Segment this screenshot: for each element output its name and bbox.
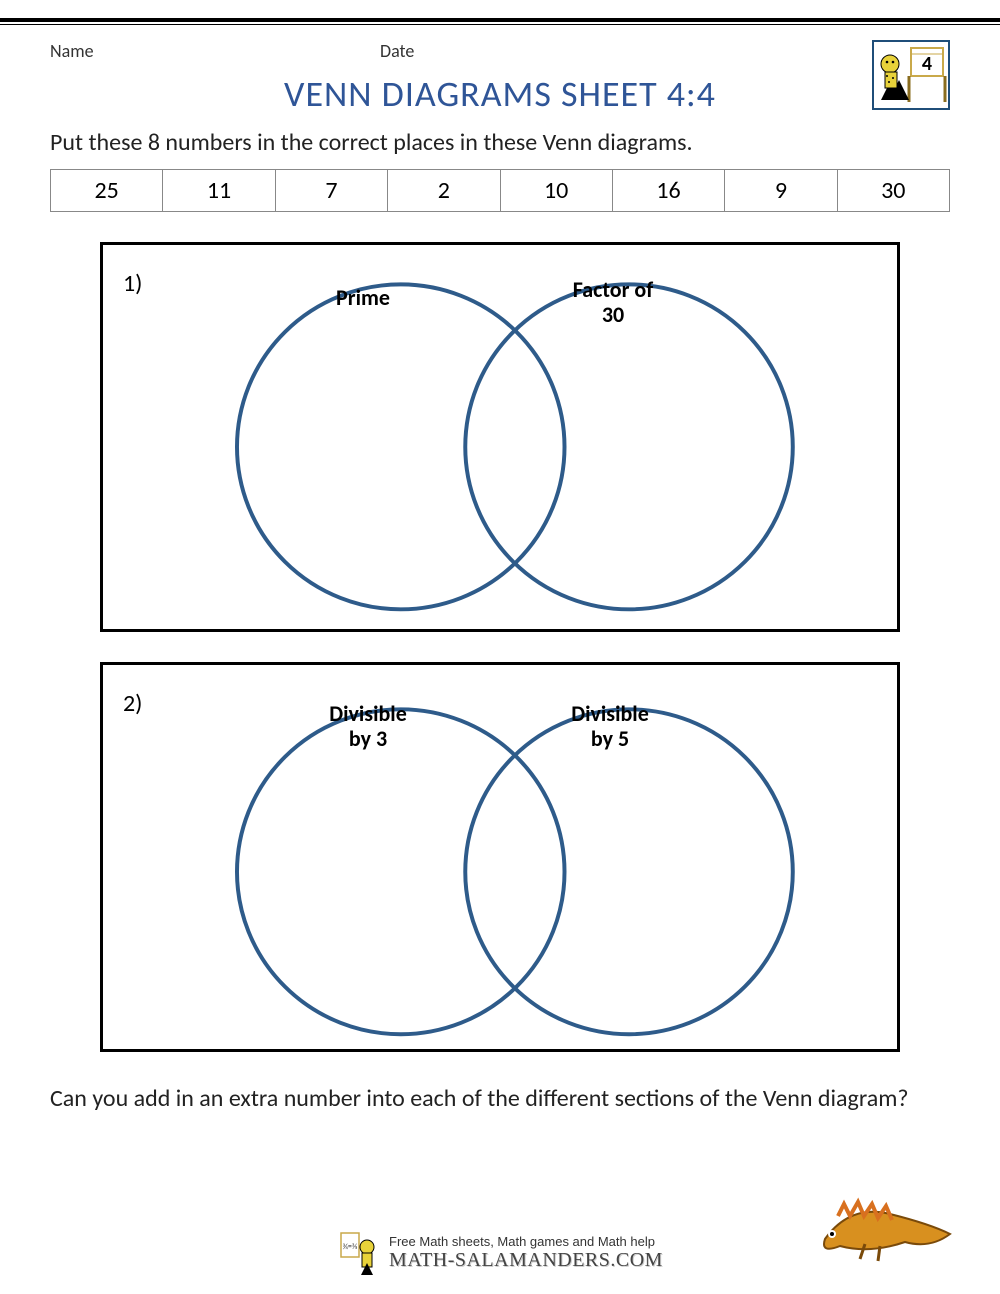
instruction-text: Put these 8 numbers in the correct place… (50, 128, 950, 157)
svg-text:¾=⅗: ¾=⅗ (342, 1242, 357, 1252)
venn2-right-label: Divisibleby 5 (545, 701, 675, 752)
number-cell: 30 (838, 170, 949, 211)
name-label: Name (50, 40, 94, 62)
venn-diagram-1 (103, 245, 897, 629)
worksheet-title: VENN DIAGRAMS SHEET 4:4 (50, 72, 950, 116)
footer: ¾=⅗ Free Math sheets, Math games and Mat… (0, 1229, 1000, 1282)
venn2-left-label: Divisibleby 3 (303, 701, 433, 752)
venn2-left-circle (237, 709, 565, 1034)
venn1-left-circle (237, 284, 565, 609)
follow-up-question: Can you add in an extra number into each… (50, 1082, 950, 1116)
number-cell: 25 (51, 170, 163, 211)
number-cell: 16 (613, 170, 725, 211)
number-cell: 9 (725, 170, 837, 211)
number-cell: 11 (163, 170, 275, 211)
footer-logo-icon: ¾=⅗ (337, 1229, 381, 1277)
footer-tagline: Free Math sheets, Math games and Math he… (389, 1234, 663, 1249)
venn-box-1: 1) Prime Factor of30 (100, 242, 900, 632)
number-cell: 10 (501, 170, 613, 211)
number-cell: 2 (388, 170, 500, 211)
venn-diagram-2 (103, 665, 897, 1049)
header-line: Name Date (50, 40, 950, 62)
venn1-right-label: Factor of30 (543, 277, 683, 328)
numbers-row: 25 11 7 2 10 16 9 30 (50, 169, 950, 212)
venn2-right-circle (465, 709, 793, 1034)
venn-box-2: 2) Divisibleby 3 Divisibleby 5 (100, 662, 900, 1052)
venn1-right-circle (465, 284, 793, 609)
venn1-left-label: Prime (303, 285, 423, 310)
number-cell: 7 (276, 170, 388, 211)
date-label: Date (380, 40, 414, 62)
footer-site: MATH-SALAMANDERS.COM (389, 1249, 663, 1272)
